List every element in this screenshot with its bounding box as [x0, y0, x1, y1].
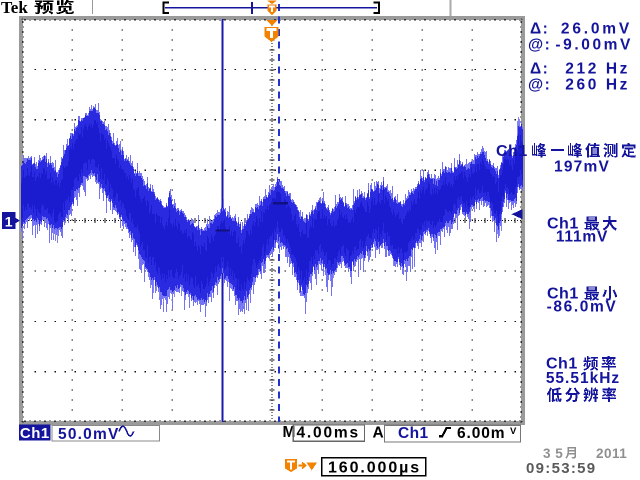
svg-text:-86.0mV: -86.0mV [547, 299, 618, 316]
svg-text:Ch1: Ch1 [496, 143, 528, 160]
svg-text:Ch1: Ch1 [546, 356, 578, 373]
svg-text:160.000µs: 160.000µs [328, 460, 421, 477]
svg-text:1: 1 [5, 214, 13, 230]
svg-text:09:53:59: 09:53:59 [526, 460, 596, 477]
svg-text:2011: 2011 [596, 446, 627, 461]
svg-text:260 Hz: 260 Hz [565, 77, 630, 94]
svg-text:A: A [373, 425, 384, 442]
svg-text:3 5: 3 5 [543, 446, 563, 461]
svg-text:-9.00mV: -9.00mV [555, 37, 633, 54]
svg-text:Δ:: Δ: [530, 21, 549, 38]
svg-text:6.00m: 6.00m [457, 425, 505, 442]
svg-text:212 Hz: 212 Hz [565, 61, 630, 78]
svg-text:26.0mV: 26.0mV [561, 21, 632, 38]
svg-text:55.51kHz: 55.51kHz [546, 370, 620, 387]
svg-text:50.0mV: 50.0mV [58, 426, 120, 443]
svg-text:@:: @: [528, 77, 551, 94]
svg-text:111mV: 111mV [556, 229, 608, 246]
svg-text:Tek: Tek [1, 0, 28, 17]
svg-text:V: V [510, 426, 517, 437]
svg-text:Ch1: Ch1 [20, 425, 50, 442]
svg-text:197mV: 197mV [554, 159, 610, 176]
svg-text:M: M [283, 424, 296, 441]
svg-text:Δ:: Δ: [530, 61, 549, 78]
svg-text:@:: @: [528, 37, 551, 54]
svg-text:Ch1: Ch1 [398, 425, 428, 442]
svg-text:4.00ms: 4.00ms [297, 425, 360, 442]
svg-text:Ch1: Ch1 [547, 216, 579, 233]
svg-text:Ch1: Ch1 [547, 286, 579, 303]
